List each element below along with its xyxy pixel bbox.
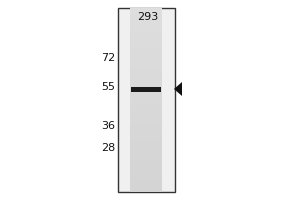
Bar <box>130 123 162 128</box>
Bar <box>130 77 162 82</box>
Bar <box>130 91 162 95</box>
Bar <box>130 36 162 40</box>
Bar <box>130 31 162 36</box>
Bar <box>130 45 162 49</box>
Bar <box>130 86 162 91</box>
Bar <box>130 178 162 183</box>
Text: 72: 72 <box>101 53 115 63</box>
Bar <box>130 100 162 105</box>
Bar <box>130 146 162 151</box>
Bar <box>130 128 162 132</box>
Bar <box>130 164 162 169</box>
Bar <box>130 95 162 100</box>
Bar <box>130 118 162 123</box>
Bar <box>130 82 162 86</box>
Bar <box>130 13 162 17</box>
Bar <box>130 68 162 72</box>
Bar <box>130 26 162 31</box>
Bar <box>130 8 162 13</box>
Bar <box>130 155 162 160</box>
Bar <box>130 132 162 137</box>
Bar <box>130 17 162 22</box>
Bar <box>130 160 162 164</box>
Bar <box>130 40 162 45</box>
Bar <box>130 109 162 114</box>
Polygon shape <box>174 82 182 96</box>
Bar <box>130 169 162 174</box>
Text: 36: 36 <box>101 121 115 131</box>
Bar <box>130 72 162 77</box>
Bar <box>130 141 162 146</box>
Bar <box>130 114 162 118</box>
Bar <box>130 63 162 68</box>
Bar <box>130 54 162 59</box>
Bar <box>130 151 162 155</box>
Bar <box>130 183 162 187</box>
Bar <box>130 49 162 54</box>
Text: 293: 293 <box>137 12 159 22</box>
Bar <box>130 59 162 63</box>
Bar <box>130 187 162 192</box>
Bar <box>130 22 162 26</box>
Bar <box>118 8 175 192</box>
Bar <box>130 174 162 178</box>
Bar <box>130 137 162 141</box>
Text: 55: 55 <box>101 82 115 92</box>
Bar <box>130 105 162 109</box>
Bar <box>131 87 161 92</box>
Text: 28: 28 <box>101 143 115 153</box>
